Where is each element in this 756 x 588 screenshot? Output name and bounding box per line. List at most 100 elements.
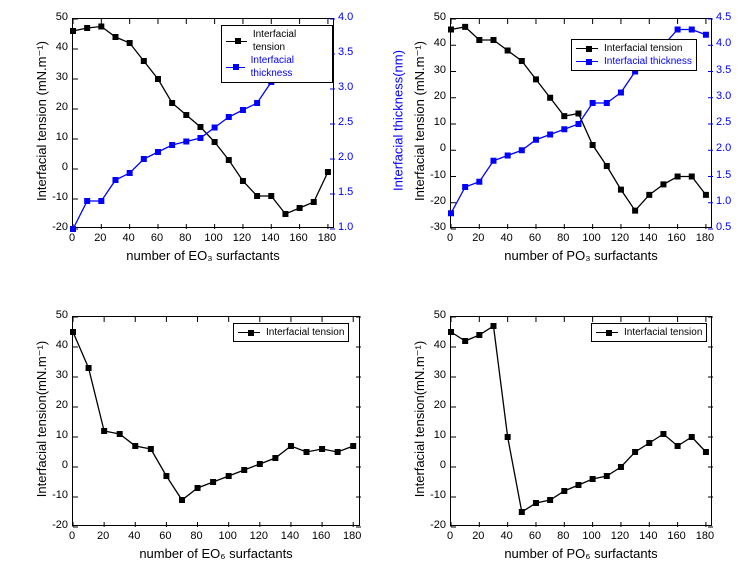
marker <box>127 40 133 46</box>
x-tick: 40 <box>497 530 517 542</box>
y-tick: 50 <box>434 11 446 23</box>
marker <box>462 24 468 30</box>
x-tick: 120 <box>232 232 252 244</box>
marker <box>282 211 288 217</box>
marker <box>561 488 567 494</box>
marker <box>148 446 154 452</box>
legend-label: Interfacial thickness <box>251 54 328 80</box>
chart-panel-br: Interfacial tension <box>450 316 712 526</box>
y2-axis-label: Interfacial thickness(nm) <box>391 31 406 211</box>
x-tick: 20 <box>90 232 110 244</box>
marker <box>183 112 189 118</box>
marker <box>254 193 260 199</box>
x-tick: 0 <box>440 530 460 542</box>
x-tick: 120 <box>610 232 630 244</box>
x-tick: 180 <box>695 232 715 244</box>
y-tick: 20 <box>434 399 446 411</box>
y2-tick: 2.0 <box>716 142 731 154</box>
y2-tick: 4.0 <box>338 11 353 23</box>
legend-label: Interfacial tension <box>604 42 682 55</box>
legend-item: Interfacial tension <box>238 326 344 339</box>
marker <box>112 177 118 183</box>
y-tick: 0 <box>440 459 446 471</box>
marker <box>689 434 695 440</box>
marker <box>448 210 454 216</box>
legend-item: Interfacial tension <box>596 326 702 339</box>
x-tick: 160 <box>667 232 687 244</box>
marker <box>547 95 553 101</box>
marker <box>319 446 325 452</box>
marker <box>268 193 274 199</box>
x-tick: 40 <box>119 232 139 244</box>
marker <box>632 208 638 214</box>
marker <box>350 443 356 449</box>
marker <box>84 198 90 204</box>
y-axis-label: Interfacial tension(mN.m⁻¹) <box>34 329 50 509</box>
y2-tick: 3.5 <box>716 64 731 76</box>
legend: Interfacial tensionInterfacial thickness <box>571 39 697 71</box>
x-tick: 100 <box>582 530 602 542</box>
y2-tick: 4.0 <box>716 37 731 49</box>
marker <box>226 473 232 479</box>
marker <box>462 184 468 190</box>
legend-label: Interfacial tension <box>624 326 702 339</box>
y-tick: -20 <box>430 195 446 207</box>
marker <box>703 32 709 38</box>
y-tick: 10 <box>434 116 446 128</box>
x-axis-label: number of EO₃ surfactants <box>113 248 293 263</box>
marker <box>448 329 454 335</box>
x-axis-label: number of EO₆ surfactants <box>126 546 306 561</box>
y-tick: 20 <box>434 90 446 102</box>
series-tension <box>73 332 353 500</box>
x-tick: 180 <box>342 530 362 542</box>
marker <box>618 90 624 96</box>
marker <box>547 497 553 503</box>
marker <box>675 174 681 180</box>
y2-tick: 4.5 <box>716 11 731 23</box>
x-tick: 100 <box>582 232 602 244</box>
marker <box>195 485 201 491</box>
legend-item: Interfacial thickness <box>226 54 328 80</box>
marker <box>604 163 610 169</box>
marker <box>325 169 331 175</box>
x-tick: 80 <box>175 232 195 244</box>
y2-tick: 1.5 <box>338 186 353 198</box>
marker <box>155 149 161 155</box>
marker <box>547 132 553 138</box>
y2-tick: 0.5 <box>716 221 731 233</box>
x-tick: 60 <box>525 530 545 542</box>
legend-label: Interfacial thickness <box>604 55 692 68</box>
legend: Interfacial tension <box>591 323 707 342</box>
legend-item: Interfacial tension <box>576 42 692 55</box>
x-tick: 100 <box>204 232 224 244</box>
marker <box>288 443 294 449</box>
x-tick: 120 <box>249 530 269 542</box>
marker <box>169 142 175 148</box>
marker <box>575 111 581 117</box>
y2-tick: 1.0 <box>716 195 731 207</box>
marker <box>618 187 624 193</box>
marker <box>179 497 185 503</box>
marker <box>604 100 610 106</box>
y-tick: 30 <box>434 64 446 76</box>
y-tick: 40 <box>434 339 446 351</box>
marker <box>575 482 581 488</box>
y-tick: -20 <box>52 221 68 233</box>
y-axis-label: Interfacial tension (mN.m⁻¹) <box>412 31 428 211</box>
marker <box>311 199 317 205</box>
y-tick: 30 <box>434 369 446 381</box>
x-tick: 60 <box>155 530 175 542</box>
marker <box>490 158 496 164</box>
marker <box>660 181 666 187</box>
marker <box>257 461 263 467</box>
y-tick: -10 <box>430 489 446 501</box>
legend-label: Interfacial tension <box>253 28 328 54</box>
marker <box>226 157 232 163</box>
x-tick: 60 <box>525 232 545 244</box>
marker <box>519 58 525 64</box>
y-tick: -10 <box>52 489 68 501</box>
marker <box>590 476 596 482</box>
marker <box>632 449 638 455</box>
chart-panel-tl: Interfacial tensionInterfacial thickness <box>72 18 334 228</box>
y-tick: -20 <box>52 519 68 531</box>
